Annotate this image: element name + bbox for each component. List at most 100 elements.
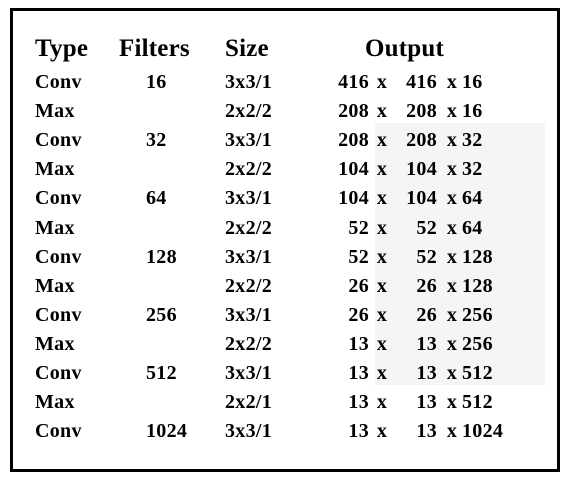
cell-output-width: 26 [416, 303, 437, 326]
highlight-shade [375, 123, 545, 385]
table-row: Conv 128 3x3/1 52 x 52 x 128 [13, 246, 557, 274]
cell-type: Conv [35, 303, 82, 326]
cell-output-sep-2: x [446, 391, 458, 414]
cell-output-sep-2: x [446, 71, 458, 93]
cell-output-width: 13 [416, 362, 437, 384]
cell-output-channels: 1024 [462, 420, 504, 443]
cell-output-sep-1: x [376, 274, 388, 297]
table-row: Conv 32 3x3/1 208 x 208 x 32 [13, 129, 557, 157]
cell-size: 3x3/1 [225, 71, 273, 93]
cell-output-width: 104 [406, 158, 437, 181]
cell-type: Conv [35, 129, 82, 152]
cell-output-sep-1: x [376, 129, 388, 152]
cell-output-sep-1: x [376, 216, 388, 239]
cell-filters: 32 [146, 129, 167, 152]
cell-size: 3x3/1 [225, 362, 273, 384]
table-row: Max 2x2/2 52 x 52 x 64 [13, 217, 557, 245]
cell-output-sep-1: x [376, 332, 388, 355]
cell-output-channels: 16 [462, 100, 483, 123]
cell-type: Conv [35, 71, 82, 93]
cell-output-sep-1: x [376, 303, 388, 326]
cell-output-channels: 128 [462, 245, 493, 268]
cell-output-sep-1: x [376, 158, 388, 181]
header-filters: Filters [119, 35, 190, 62]
cell-output-width: 26 [416, 274, 437, 297]
cell-output-sep-2: x [446, 332, 458, 355]
cell-type: Max [35, 391, 75, 414]
cell-output-sep-1: x [376, 420, 388, 443]
cell-output-width: 13 [416, 420, 437, 443]
cell-output-sep-2: x [446, 245, 458, 268]
cell-size: 2x2/2 [225, 216, 273, 239]
cell-output-channels: 256 [462, 303, 493, 326]
cell-type: Max [35, 158, 75, 181]
cell-type: Max [35, 332, 75, 355]
table-row: Conv 1024 3x3/1 13 x 13 x 1024 [13, 420, 557, 448]
cell-output-height: 52 [348, 245, 369, 268]
cell-output-sep-1: x [376, 71, 388, 93]
cell-size: 2x2/2 [225, 158, 273, 181]
cell-output-height: 208 [338, 100, 369, 123]
cell-output-sep-2: x [446, 274, 458, 297]
cell-type: Max [35, 274, 75, 297]
cell-output-sep-1: x [376, 362, 388, 384]
cell-output-channels: 64 [462, 187, 483, 210]
cell-type: Conv [35, 245, 82, 268]
table-row: Conv 512 3x3/1 13 x 13 x 512 [13, 362, 557, 390]
cell-output-height: 26 [348, 274, 369, 297]
cell-output-sep-2: x [446, 100, 458, 123]
cell-type: Max [35, 216, 75, 239]
cell-output-width: 52 [416, 216, 437, 239]
cell-output-channels: 32 [462, 129, 483, 152]
cell-output-sep-1: x [376, 100, 388, 123]
cell-output-sep-2: x [446, 362, 458, 384]
cell-output-sep-2: x [446, 216, 458, 239]
cell-output-sep-2: x [446, 129, 458, 152]
cell-output-sep-2: x [446, 158, 458, 181]
cell-output-width: 52 [416, 245, 437, 268]
cell-size: 3x3/1 [225, 129, 273, 152]
cell-filters: 16 [146, 71, 167, 93]
cell-output-height: 104 [338, 187, 369, 210]
cell-filters: 512 [146, 362, 177, 384]
table-row: Conv 64 3x3/1 104 x 104 x 64 [13, 187, 557, 215]
cell-filters: 1024 [146, 420, 188, 443]
cell-output-channels: 32 [462, 158, 483, 181]
cell-output-height: 208 [338, 129, 369, 152]
cell-output-height: 13 [348, 362, 369, 384]
cell-output-height: 416 [338, 71, 369, 93]
table-row: Max 2x2/1 13 x 13 x 512 [13, 391, 557, 419]
cell-output-channels: 64 [462, 216, 483, 239]
cell-filters: 128 [146, 245, 177, 268]
cell-type: Conv [35, 362, 82, 384]
header-type: Type [35, 35, 89, 62]
cell-output-sep-1: x [376, 187, 388, 210]
cell-output-channels: 512 [462, 362, 493, 384]
cell-output-height: 13 [348, 420, 369, 443]
cell-size: 2x2/1 [225, 391, 273, 414]
cell-output-channels: 16 [462, 71, 483, 93]
cell-size: 2x2/2 [225, 100, 273, 123]
table-row: Max 2x2/2 208 x 208 x 16 [13, 100, 557, 128]
header-size: Size [225, 35, 269, 62]
cell-size: 2x2/2 [225, 274, 273, 297]
cell-output-channels: 256 [462, 332, 493, 355]
cell-size: 3x3/1 [225, 303, 273, 326]
cell-output-width: 208 [406, 129, 437, 152]
layer-table: Type Filters Size Output Conv 16 3x3/1 416 x… [13, 11, 557, 469]
cell-output-height: 104 [338, 158, 369, 181]
cell-output-height: 13 [348, 391, 369, 414]
cell-output-channels: 128 [462, 274, 493, 297]
cell-output-width: 13 [416, 332, 437, 355]
table-row: Max 2x2/2 104 x 104 x 32 [13, 158, 557, 186]
cell-output-height: 26 [348, 303, 369, 326]
cell-filters: 64 [146, 187, 167, 210]
table-row: Max 2x2/2 13 x 13 x 256 [13, 333, 557, 361]
cell-size: 3x3/1 [225, 187, 273, 210]
cell-output-width: 416 [406, 71, 437, 93]
cell-output-height: 52 [348, 216, 369, 239]
table-row: Conv 16 3x3/1 416 x 416 x 16 [13, 71, 557, 99]
cell-output-sep-2: x [446, 303, 458, 326]
table-header-row: Type Filters Size Output [13, 35, 557, 63]
header-output: Output [365, 35, 445, 62]
